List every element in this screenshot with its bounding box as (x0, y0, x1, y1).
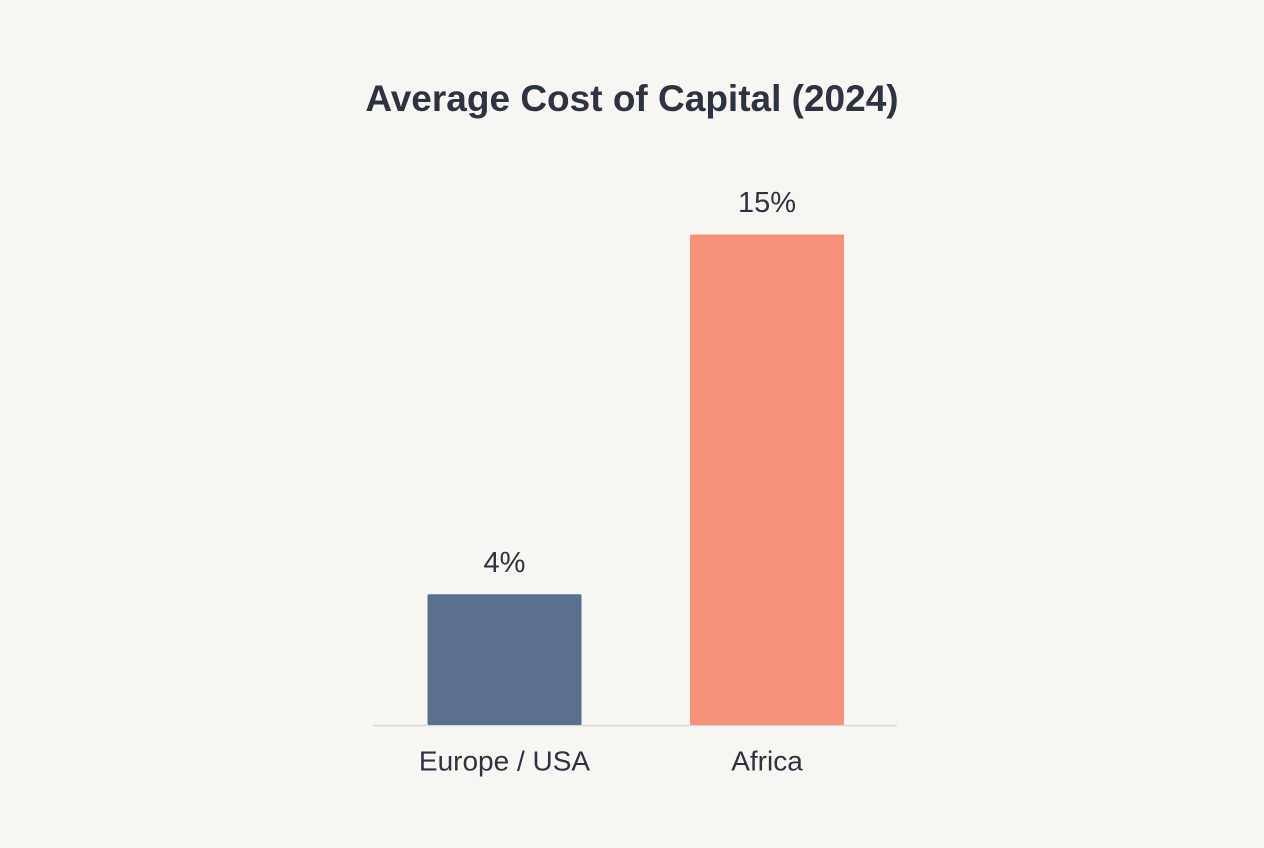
x-tick-label: Africa (731, 745, 803, 776)
value-label: 4% (484, 547, 526, 579)
chart-title: Average Cost of Capital (2024) (365, 78, 898, 119)
bar (690, 234, 844, 725)
value-label: 15% (738, 187, 796, 219)
x-tick-label: Europe / USA (419, 745, 591, 776)
bar (427, 594, 582, 725)
